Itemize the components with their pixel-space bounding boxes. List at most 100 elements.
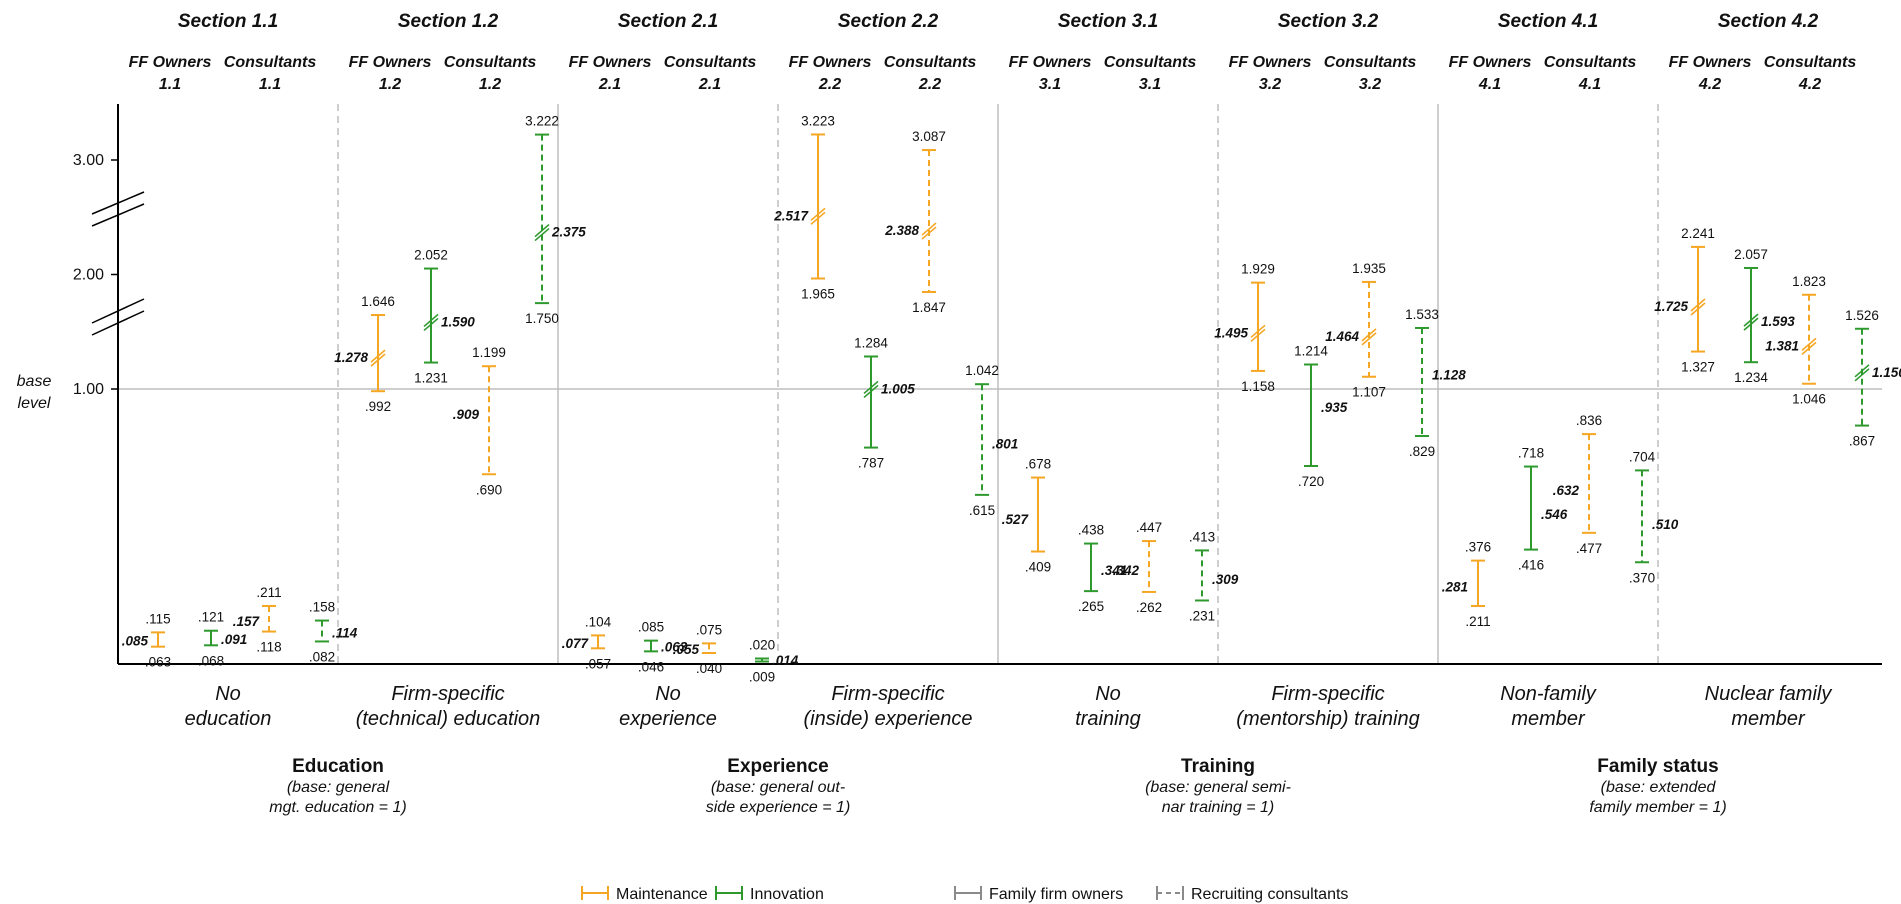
upper-bound-label: 2.241	[1681, 226, 1715, 241]
column-header-number: 4.2	[1698, 76, 1721, 93]
estimate-label: 2.388	[884, 223, 919, 238]
lower-bound-label: 1.847	[912, 300, 946, 315]
column-header-number: 2.2	[818, 76, 841, 93]
category-label: training	[1075, 708, 1141, 730]
estimate-label: .341	[1101, 563, 1127, 578]
category-label: member	[1511, 708, 1586, 730]
legend-label: Family firm owners	[989, 886, 1123, 903]
lower-bound-label: .867	[1849, 434, 1875, 449]
innovation-owners-error-bar	[423, 267, 439, 364]
category-label: experience	[619, 708, 717, 730]
estimate-label: .055	[673, 642, 700, 657]
category-label: Nuclear family	[1705, 683, 1833, 705]
estimate-label: .935	[1321, 400, 1348, 415]
estimate-mark	[370, 353, 386, 367]
estimate-label: 1.725	[1654, 299, 1688, 314]
lower-bound-label: 1.158	[1241, 379, 1275, 394]
column-header-number: 3.2	[1259, 76, 1281, 93]
category-label: (technical) education	[356, 708, 541, 730]
lower-bound-label: .068	[198, 653, 224, 668]
lower-bound-label: .787	[858, 456, 884, 471]
group-base-note: nar training = 1)	[1162, 799, 1275, 816]
upper-bound-label: 1.646	[361, 294, 395, 309]
estimate-label: .014	[772, 653, 799, 668]
lower-bound-label: .265	[1078, 599, 1104, 614]
group-base-note: mgt. education = 1)	[269, 799, 406, 816]
lower-bound-label: .829	[1409, 444, 1435, 459]
estimate-mark	[423, 317, 439, 332]
column-header-number: 3.1	[1039, 76, 1061, 93]
maintenance-consultants-error-bar	[262, 604, 276, 633]
estimate-label: .114	[332, 626, 358, 641]
upper-bound-label: .718	[1518, 446, 1544, 461]
column-header: FF Owners	[789, 54, 872, 71]
estimate-label: 1.005	[881, 381, 915, 396]
estimate-label: .510	[1652, 517, 1679, 532]
section-title: Section 2.2	[838, 11, 939, 32]
column-header-number: 1.2	[379, 76, 401, 93]
maintenance-owners-error-bar	[1250, 281, 1266, 372]
lower-bound-label: 1.046	[1792, 392, 1826, 407]
upper-bound-label: 1.935	[1352, 261, 1386, 276]
column-header: FF Owners	[1009, 54, 1092, 71]
axis-break-mark	[91, 298, 145, 324]
column-header-number: 1.2	[479, 76, 501, 93]
base-level-label: base	[17, 373, 52, 390]
innovation-consultants-error-bar	[1635, 469, 1649, 564]
lower-bound-label: .046	[638, 659, 664, 674]
innovation-owners-error-bar	[863, 355, 879, 449]
section-title: Section 3.1	[1058, 11, 1158, 32]
innovation-owners-error-bar	[204, 629, 218, 647]
estimate-label: 1.495	[1214, 325, 1248, 340]
column-header: Consultants	[1104, 54, 1197, 71]
estimate-mark	[1690, 298, 1706, 312]
lower-bound-label: 1.107	[1352, 385, 1386, 400]
upper-bound-label: 1.042	[965, 363, 999, 378]
upper-bound-label: .447	[1136, 520, 1162, 535]
lower-bound-label: .063	[145, 655, 171, 670]
estimate-mark	[1743, 313, 1759, 327]
section-title: Section 4.2	[1718, 11, 1819, 32]
lower-bound-label: 1.750	[525, 311, 559, 326]
lower-bound-label: .690	[476, 482, 502, 497]
column-header: Consultants	[664, 54, 757, 71]
axis-break-mark	[91, 310, 145, 336]
lower-bound-label: 1.234	[1734, 370, 1768, 385]
upper-bound-label: 2.052	[414, 248, 448, 263]
innovation-consultants-error-bar	[315, 619, 329, 643]
column-header: Consultants	[884, 54, 977, 71]
estimate-label: .085	[122, 634, 149, 649]
legend-recruiting-consultants	[1156, 886, 1184, 900]
lower-bound-label: .118	[256, 640, 281, 655]
group-base-note: (base: general semi-	[1145, 779, 1291, 796]
upper-bound-label: 3.222	[525, 114, 559, 129]
group-title: Training	[1181, 756, 1255, 777]
estimate-label: 1.593	[1761, 314, 1795, 329]
group-base-note: (base: general	[287, 779, 390, 796]
innovation-owners-error-bar	[1084, 542, 1098, 593]
estimate-mark	[1361, 328, 1377, 342]
maintenance-consultants-error-bar	[1142, 540, 1156, 593]
category-label: (inside) experience	[804, 708, 973, 730]
legend-innovation	[715, 886, 743, 900]
lower-bound-label: .009	[749, 670, 775, 685]
estimate-label: .281	[1442, 580, 1468, 595]
lower-bound-label: .211	[1465, 614, 1490, 629]
column-header-number: 2.1	[598, 76, 621, 93]
estimate-mark	[423, 313, 439, 328]
base-level-label: level	[18, 395, 51, 412]
upper-bound-label: .020	[749, 638, 775, 653]
group-title: Education	[292, 756, 384, 777]
legend-label: Maintenance	[616, 886, 708, 903]
estimate-label: .091	[221, 632, 247, 647]
upper-bound-label: .075	[696, 622, 722, 637]
lower-bound-label: .992	[365, 399, 391, 414]
section-title: Section 3.2	[1278, 11, 1379, 32]
lower-bound-label: .370	[1629, 570, 1655, 585]
estimate-mark	[534, 227, 550, 242]
column-header-number: 3.1	[1139, 76, 1161, 93]
lower-bound-label: .416	[1518, 558, 1544, 573]
upper-bound-label: 1.526	[1845, 308, 1879, 323]
lower-bound-label: .057	[585, 656, 611, 671]
lower-bound-label: .040	[696, 661, 722, 676]
